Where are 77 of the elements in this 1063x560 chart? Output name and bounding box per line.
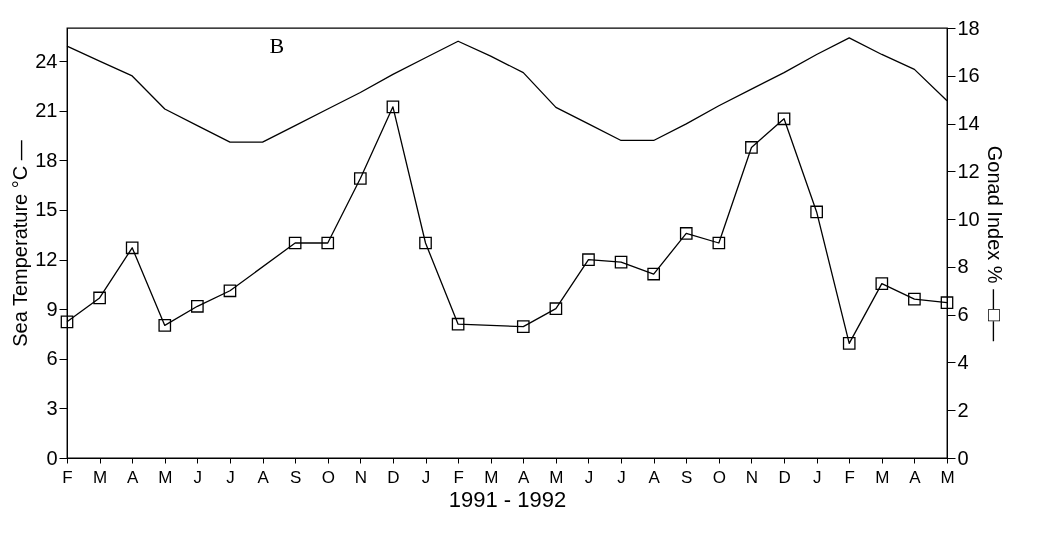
point [386,100,400,114]
x-axis-title: 1991 - 1992 [448,486,567,512]
x-tick-label: S [681,467,693,487]
y-axis-title: Sea Temperature °C — [9,140,32,347]
x-tick-label: F [62,467,73,487]
point [647,267,661,281]
y2-tick-label: 16 [957,64,980,87]
x-tick-label: S [289,467,302,487]
y-tick-label: 21 [35,99,58,122]
y2-tick-label: 18 [957,16,980,39]
x-tick-label: F [844,467,855,487]
y-tick-label: 9 [46,297,58,320]
point [745,141,758,154]
point [712,236,726,250]
point [810,205,823,219]
point [549,302,563,316]
point [60,315,74,329]
x-tick-label: J [421,467,431,487]
point [191,299,204,313]
point [842,336,856,350]
point [158,319,172,332]
x-tick-label: D [778,467,791,487]
x-tick-label: M [549,467,564,487]
x-tick-label: D [387,467,400,487]
y-tick-label: 18 [35,148,58,171]
point [516,320,530,333]
x-tick-label: A [127,467,140,487]
x-tick-label: M [940,467,955,487]
y2-axis-title: Gonad Index % —□— [983,145,1006,342]
point [125,241,139,255]
y2-tick-label: 6 [957,303,969,326]
point [875,277,889,290]
point [582,253,595,267]
point [777,112,791,126]
point [353,172,367,185]
x-tick-label: F [453,467,464,487]
annotation: B [269,33,285,58]
y2-tick-label: 10 [957,207,980,230]
x-tick-label: O [321,467,335,487]
point [93,291,106,305]
y2-tick-label: 14 [957,112,980,135]
x-tick-label: O [712,467,726,487]
point [679,227,693,240]
y-tick-label: 0 [46,446,58,469]
point [908,292,921,306]
x-tick-label: A [518,467,531,487]
y-tick-label: 24 [35,49,58,72]
point [288,236,302,250]
x-tick-label: J [812,467,822,487]
point [614,255,628,269]
point [451,317,465,331]
x-tick-label: M [875,467,890,487]
point [940,296,954,310]
y2-tick-label: 4 [957,350,969,373]
point [223,284,237,298]
x-tick-label: J [193,467,203,487]
x-tick-label: J [584,467,594,487]
x-tick-label: A [257,467,270,487]
y2-tick-label: 0 [957,446,969,469]
y-tick-label: 3 [46,396,58,419]
point [419,236,432,250]
x-tick-label: M [158,467,173,487]
x-tick-label: A [648,467,661,487]
point [321,236,335,250]
x-tick-label: N [354,467,367,487]
y-tick-label: 15 [35,198,58,221]
x-tick-label: M [484,467,499,487]
x-tick-label: A [909,467,922,487]
x-tick-label: J [226,467,235,487]
y-tick-label: 6 [46,347,58,370]
y2-tick-label: 2 [957,398,969,421]
x-tick-label: N [745,467,759,487]
y-tick-label: 12 [35,248,58,271]
x-tick-label: M [93,467,108,487]
y2-tick-label: 12 [957,159,980,182]
x-tick-label: J [617,467,626,487]
y2-tick-label: 8 [957,255,969,278]
